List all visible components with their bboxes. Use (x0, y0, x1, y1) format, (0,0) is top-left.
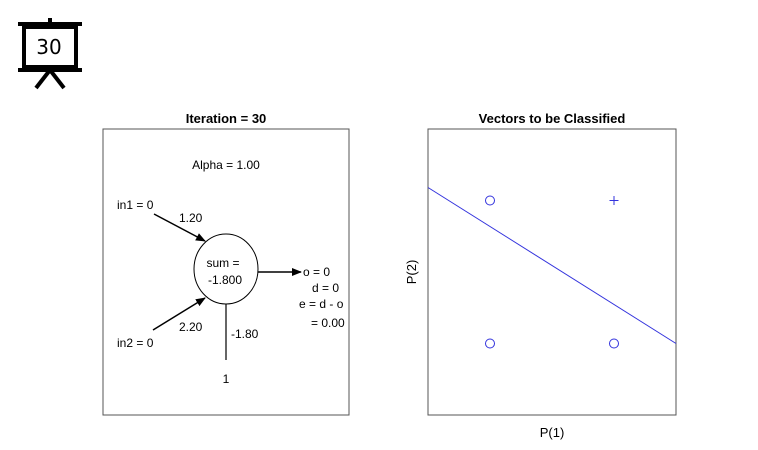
iteration-title: Iteration = 30 (186, 111, 267, 126)
target-label: d = 0 (312, 281, 339, 295)
y-axis-label: P(2) (404, 260, 419, 285)
sum-value: -1.800 (208, 273, 242, 287)
input1-label: in1 = 0 (117, 198, 154, 212)
alpha-label: Alpha = 1.00 (192, 158, 260, 172)
bias-input-label: 1 (223, 372, 230, 386)
input2-label: in2 = 0 (117, 336, 154, 350)
slide-number: 30 (36, 35, 62, 59)
circle-point (485, 195, 495, 206)
error-value: = 0.00 (311, 316, 345, 330)
plot-frame (427, 128, 677, 416)
plot-title: Vectors to be Classified (479, 111, 626, 126)
weight1-label: 1.20 (179, 211, 203, 225)
plus-point (609, 196, 619, 205)
input1-arrow (153, 213, 206, 242)
output-label: o = 0 (303, 265, 330, 279)
error-label: e = d - o (299, 297, 344, 311)
bias-weight-label: -1.80 (231, 327, 259, 341)
diagram-frame (102, 128, 350, 416)
sum-label: sum = (206, 256, 239, 270)
weight2-label: 2.20 (179, 320, 203, 334)
circle-point (485, 338, 495, 349)
input2-arrow (152, 297, 206, 331)
decision-boundary-line (427, 187, 677, 344)
x-axis-label: P(1) (540, 425, 565, 440)
presentation-icon (18, 18, 82, 90)
circle-point (609, 338, 619, 349)
